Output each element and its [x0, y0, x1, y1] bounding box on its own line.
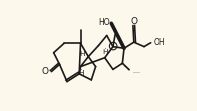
- Text: HO: HO: [98, 18, 110, 27]
- Text: ....: ....: [132, 68, 140, 74]
- Text: Ḣ: Ḣ: [78, 70, 84, 76]
- Text: O: O: [130, 17, 137, 26]
- Text: OH: OH: [153, 38, 165, 47]
- Text: H: H: [79, 51, 85, 57]
- Text: O: O: [41, 67, 48, 76]
- Text: Ḣ: Ḣ: [102, 49, 108, 55]
